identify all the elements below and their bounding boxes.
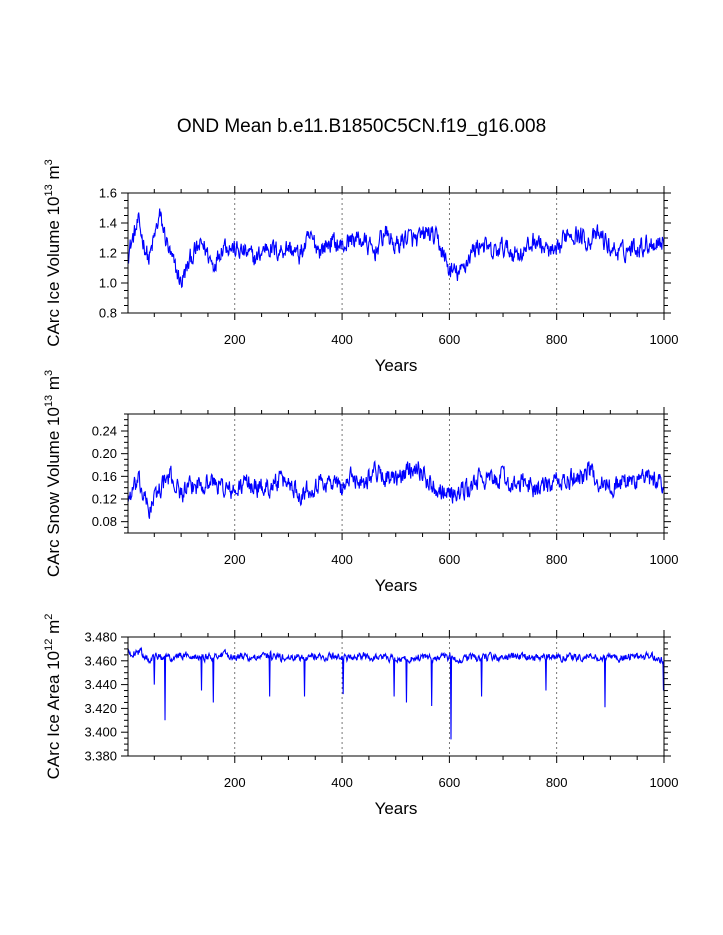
chart-panel-snow-volume: 0.08 0.12 0.16 0.20 0.24 200 400 600 800 1000 Year…	[43, 370, 678, 595]
x-tick-label: 800	[546, 332, 568, 347]
y-tick-label: 3.420	[84, 701, 117, 716]
y-tick-label: 0.16	[92, 469, 117, 484]
y-tick-label: 1.2	[99, 246, 117, 261]
series-line	[127, 208, 665, 289]
x-tick-label: 400	[331, 552, 353, 567]
x-tick-label: 1000	[650, 552, 679, 567]
x-tick-label: 600	[439, 552, 461, 567]
series-line	[127, 646, 665, 740]
y-tick-label: 0.08	[92, 514, 117, 529]
series-line	[127, 460, 665, 519]
y-tick-label: 3.460	[84, 653, 117, 668]
x-tick-label: 600	[439, 332, 461, 347]
x-axis-label: Years	[375, 356, 418, 375]
y-tick-label: 1.6	[99, 186, 117, 201]
chart-panel-ice-area: 3.380 3.400 3.420 3.440 3.460 3.480 200 400 600 8…	[43, 614, 678, 818]
y-tick-label: 3.400	[84, 725, 117, 740]
x-tick-label: 600	[439, 775, 461, 790]
y-tick-label: 0.20	[92, 446, 117, 461]
y-tick-label: 0.24	[92, 424, 117, 439]
x-tick-label: 800	[546, 552, 568, 567]
y-tick-label: 0.12	[92, 492, 117, 507]
y-tick-label: 3.440	[84, 677, 117, 692]
x-axis-label: Years	[375, 576, 418, 595]
x-tick-label: 800	[546, 775, 568, 790]
x-tick-label: 200	[224, 552, 246, 567]
y-tick-label: 3.480	[84, 630, 117, 645]
x-tick-label: 400	[331, 332, 353, 347]
x-axis-label: Years	[375, 799, 418, 818]
x-tick-label: 400	[331, 775, 353, 790]
y-axis-label: CArc Ice Area 1012 m2	[43, 614, 63, 780]
y-axis-label: CArc Snow Volume 1013 m3	[43, 370, 63, 577]
plot-frame	[127, 192, 665, 314]
y-tick-label: 1.0	[99, 276, 117, 291]
y-tick-label: 0.8	[99, 306, 117, 321]
page-title: OND Mean b.e11.B1850C5CN.f19_g16.008	[176, 116, 547, 137]
x-tick-label: 200	[224, 332, 246, 347]
x-tick-label: 200	[224, 775, 246, 790]
y-axis-label: CArc Ice Volume 1013 m3	[43, 159, 63, 347]
x-tick-label: 1000	[650, 775, 679, 790]
y-tick-label: 1.4	[99, 216, 117, 231]
x-tick-label: 1000	[650, 332, 679, 347]
chart-panel-ice-volume: 0.8 1.0 1.2 1.4 1.6 200 400 600 800 1000 Years CArc…	[43, 159, 678, 375]
y-tick-label: 3.380	[84, 749, 117, 764]
